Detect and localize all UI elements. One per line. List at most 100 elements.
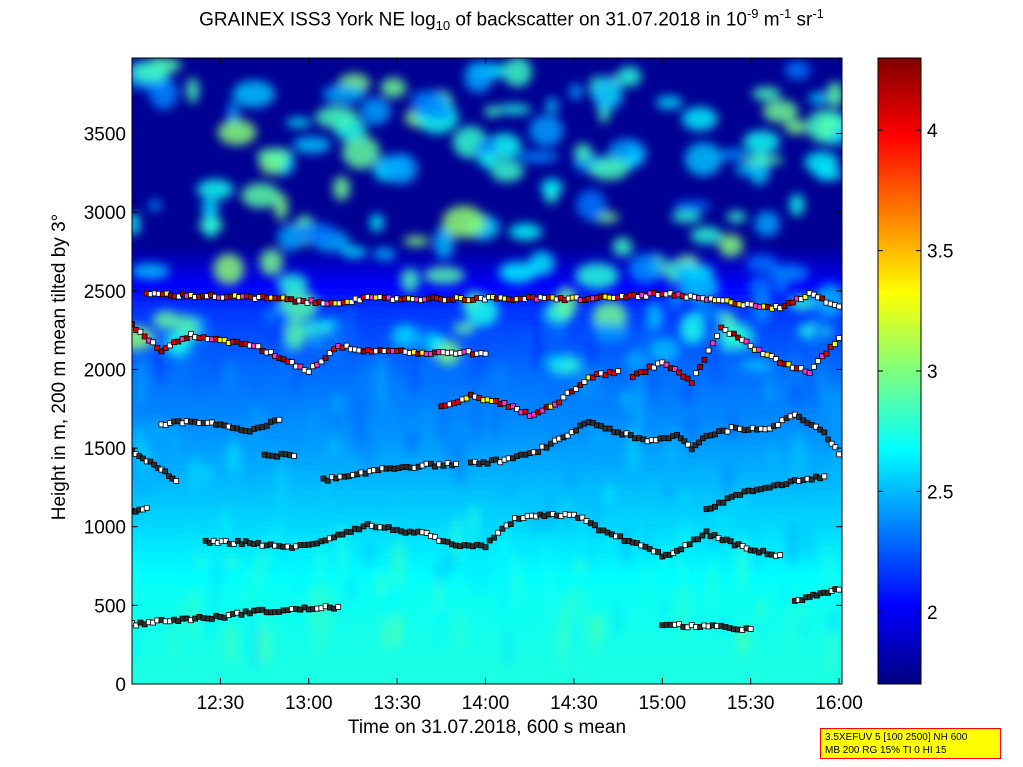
- layer-marker: [823, 350, 830, 357]
- heatmap-band: [132, 344, 842, 352]
- layer-marker: [188, 330, 194, 337]
- heatmap-cell: [183, 528, 198, 566]
- heatmap-cell: [831, 128, 842, 143]
- heatmap-band: [132, 551, 842, 559]
- layer-marker: [484, 460, 491, 467]
- layer-marker: [789, 299, 796, 306]
- plot-frame: [131, 57, 843, 685]
- heatmap-band: [132, 621, 842, 628]
- heatmap-cell: [591, 619, 599, 656]
- heatmap-cell: [542, 568, 557, 624]
- heatmap-cell: [284, 319, 306, 351]
- heatmap-band: [132, 363, 842, 371]
- heatmap-cell: [808, 92, 829, 105]
- heatmap-cell: [775, 434, 787, 453]
- layer-marker: [777, 552, 784, 558]
- layer-marker: [697, 364, 704, 370]
- layer-markers: [132, 289, 842, 633]
- info-line-1: 3.5XEFUV 5 [100 2500] NH 600: [825, 732, 968, 743]
- layer-marker: [482, 350, 489, 357]
- heatmap-cell: [256, 147, 290, 164]
- colorbar-tick-label: 3: [927, 362, 938, 383]
- heatmap-cell: [576, 189, 607, 221]
- heatmap-cell: [774, 277, 788, 295]
- heatmap-cell: [389, 612, 403, 648]
- heatmap-cell: [707, 558, 719, 613]
- layer-marker: [385, 524, 392, 530]
- heatmap-band: [132, 444, 842, 452]
- layer-marker: [836, 303, 842, 310]
- heatmap-cell: [294, 222, 338, 245]
- heatmap-band: [132, 388, 842, 396]
- chart-title: GRAINEX ISS3 York NE log10 of backscatte…: [0, 6, 1023, 33]
- layer-marker: [810, 363, 817, 370]
- heatmap-band: [132, 275, 842, 282]
- layer-marker: [747, 626, 754, 632]
- layer-marker: [602, 372, 609, 379]
- layer-marker: [836, 586, 842, 593]
- heatmap-cell: [158, 328, 167, 350]
- heatmap-cell: [784, 119, 808, 135]
- layer-marker: [547, 440, 554, 447]
- heatmap-cell: [437, 387, 449, 443]
- heatmap-cell: [437, 591, 446, 647]
- layer-marker: [650, 364, 657, 371]
- heatmap-cell: [341, 246, 367, 259]
- heatmap-cell: [193, 342, 201, 401]
- heatmap-cell: [727, 408, 740, 440]
- heatmap-cell: [346, 577, 356, 604]
- layer-marker: [154, 345, 161, 352]
- heatmap-cell: [674, 261, 699, 281]
- heatmap-cell: [277, 273, 309, 294]
- title-superscript-3: -1: [812, 6, 824, 21]
- heatmap-cell: [189, 588, 199, 641]
- heatmap-cell: [826, 81, 842, 108]
- heatmap-cell: [808, 328, 818, 349]
- layer-marker: [760, 547, 767, 554]
- heatmap-cell: [612, 237, 633, 257]
- heatmap-cell: [529, 114, 564, 147]
- layer-marker: [685, 441, 691, 448]
- heatmap-cell: [221, 506, 228, 542]
- heatmap-cell: [212, 561, 226, 582]
- x-axis: 12:30 13:00 13:30 14:00 14:30 15:00 15:30 16:00: [197, 58, 863, 714]
- heatmap-cell: [649, 475, 658, 514]
- title-unit-2: sr: [791, 9, 813, 31]
- heatmap-cell: [573, 620, 579, 657]
- heatmap-band: [132, 419, 842, 427]
- heatmap-cell: [671, 210, 702, 223]
- heatmap-cell: [478, 502, 488, 550]
- layer-marker: [768, 353, 775, 359]
- layer-marker: [314, 361, 321, 368]
- layer-marker: [348, 299, 355, 305]
- heatmap-cell: [498, 261, 537, 284]
- heatmap-cell: [735, 163, 753, 176]
- x-tick-label: 14:00: [462, 693, 510, 714]
- heatmap-band: [132, 281, 842, 289]
- heatmap-cell: [283, 330, 288, 382]
- heatmap-band: [132, 382, 842, 389]
- layer-marker: [432, 533, 438, 540]
- heatmap-cell: [577, 404, 588, 434]
- heatmap-cell: [455, 430, 464, 486]
- heatmap-cell: [242, 394, 250, 425]
- layer-marker: [151, 461, 157, 468]
- heatmap-cell: [769, 446, 778, 471]
- heatmap-band: [132, 193, 842, 201]
- heatmap-cell: [249, 398, 263, 449]
- heatmap-cell: [393, 491, 399, 510]
- heatmap-cell: [330, 434, 337, 458]
- y-tick-label: 500: [94, 596, 126, 617]
- layer-marker: [592, 522, 598, 529]
- heatmap-cell: [646, 302, 663, 332]
- heatmap-cell: [717, 148, 749, 161]
- heatmap-cell: [315, 105, 358, 129]
- heatmap-cell: [202, 605, 215, 639]
- colorbar: [877, 57, 922, 685]
- x-tick-label: 13:00: [285, 693, 333, 714]
- heatmap-cell: [433, 226, 455, 260]
- layer-marker: [347, 528, 354, 535]
- layer-marker: [781, 303, 788, 309]
- layer-marker: [183, 335, 190, 342]
- heatmap-band: [132, 186, 842, 194]
